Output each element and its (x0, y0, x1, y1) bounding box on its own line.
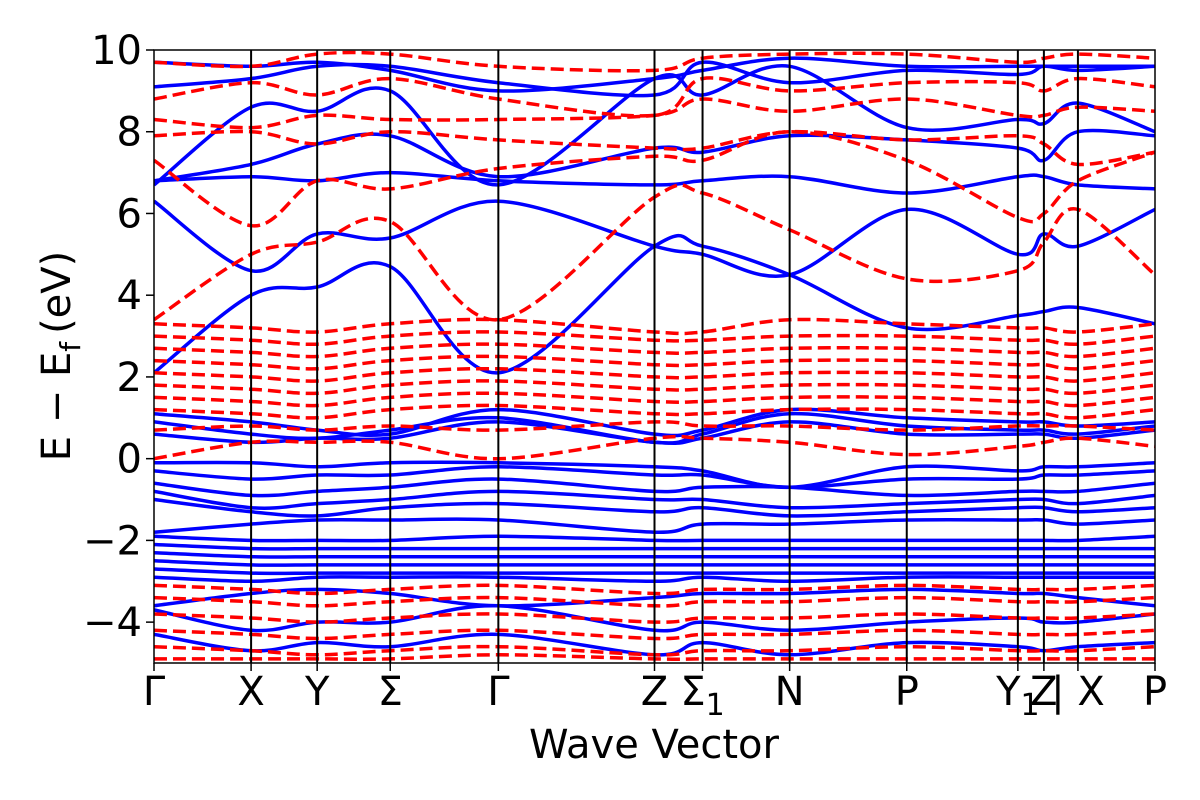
x-tick-label-10-subscript: 1 (1021, 688, 1040, 723)
y-tick-label-6: 6 (117, 191, 142, 237)
x-tick-label-7: Σ1 (680, 669, 724, 723)
x-tick-label-4: Σ (378, 669, 403, 715)
spin-down-band-2 (154, 129, 1155, 228)
x-axis-title: Wave Vector (529, 722, 780, 768)
y-axis-title-subscript: f (54, 341, 87, 352)
spin-up-band-2 (154, 199, 1155, 278)
y-tick-label-0: 0 (117, 437, 142, 483)
x-tick-label-3: Y (304, 669, 330, 715)
y-tick-label-2: 2 (117, 355, 142, 401)
y-axis-title-unit: (eV) (34, 251, 80, 334)
kpoint-separators (250, 50, 1079, 663)
y-tick-label-10: 10 (91, 28, 142, 74)
y-tick-label-4: 4 (117, 273, 142, 319)
x-tick-label-8: N (775, 669, 805, 715)
y-tick-label-8: 8 (117, 110, 142, 156)
x-tick-label-10: Y1 (995, 669, 1040, 723)
spin-down-band-5 (154, 76, 1155, 118)
y-axis-title: E − Ef (eV) (34, 251, 87, 462)
y-tick-label--2: −2 (83, 518, 142, 564)
y-axis-title-main: E − E (34, 352, 80, 462)
x-tick-label-2: X (237, 669, 264, 715)
x-tick-label-7-subscript: 1 (706, 688, 725, 723)
x-tick-label-6: Z (641, 669, 668, 715)
spin-down-band-1 (154, 183, 1155, 322)
y-axis: −4 −2 0 2 4 6 8 10 (83, 28, 154, 646)
x-tick-label-1: Γ (143, 669, 166, 715)
y-tick-label--4: −4 (83, 600, 142, 646)
x-tick-label-12: | X (1051, 669, 1105, 715)
x-tick-label-9: P (895, 669, 919, 715)
x-tick-label-5: Γ (487, 669, 510, 715)
x-tick-label-11: Z (1030, 669, 1057, 715)
x-tick-label-13: P (1143, 669, 1167, 715)
